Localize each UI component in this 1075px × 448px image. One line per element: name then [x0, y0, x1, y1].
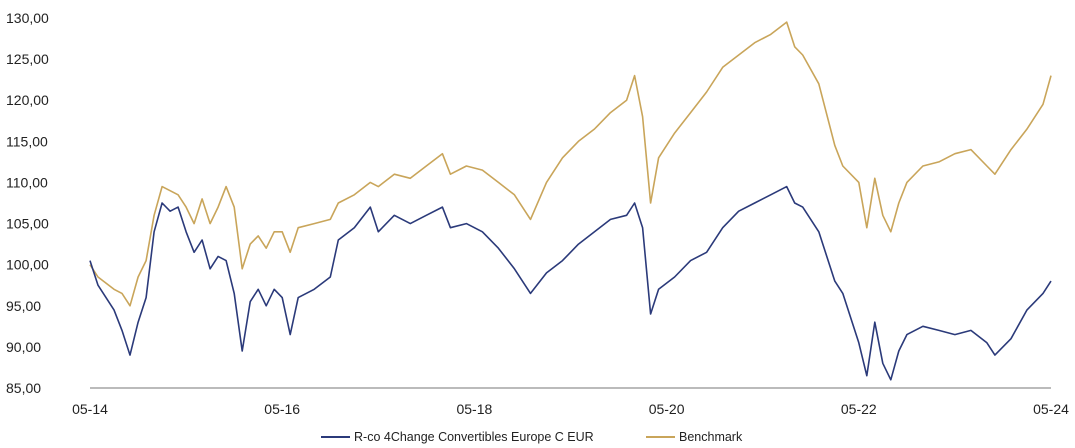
x-tick-label: 05-14: [72, 401, 108, 417]
series-layer: [89, 21, 1052, 381]
y-tick-label: 120,00: [6, 92, 49, 108]
y-tick-label: 95,00: [6, 298, 41, 314]
x-tick-label: 05-22: [841, 401, 877, 417]
y-tick-label: 125,00: [6, 51, 49, 67]
y-tick-label: 100,00: [6, 257, 49, 273]
x-tick-label: 05-18: [456, 401, 492, 417]
legend-label-fund: R-co 4Change Convertibles Europe C EUR: [354, 430, 594, 444]
x-tick-label: 05-16: [264, 401, 300, 417]
y-tick-label: 85,00: [6, 380, 41, 396]
y-tick-label: 130,00: [6, 10, 49, 26]
x-axis: 05-14 05-16 05-18 05-20 05-22 05-24: [72, 387, 1069, 417]
series-line-fund: [89, 185, 1052, 381]
y-tick-label: 115,00: [6, 133, 48, 149]
legend: R-co 4Change Convertibles Europe C EUR B…: [321, 430, 743, 444]
y-tick-label: 110,00: [6, 174, 48, 190]
y-tick-label: 105,00: [6, 216, 49, 232]
y-tick-label: 90,00: [6, 339, 41, 355]
x-tick-label: 05-20: [649, 401, 685, 417]
series-line-benchmark: [89, 21, 1052, 307]
x-tick-label: 05-24: [1033, 401, 1069, 417]
legend-label-benchmark: Benchmark: [679, 430, 743, 444]
y-axis: 85,00 90,00 95,00 100,00 105,00 110,00 115,00 1…: [6, 10, 49, 396]
